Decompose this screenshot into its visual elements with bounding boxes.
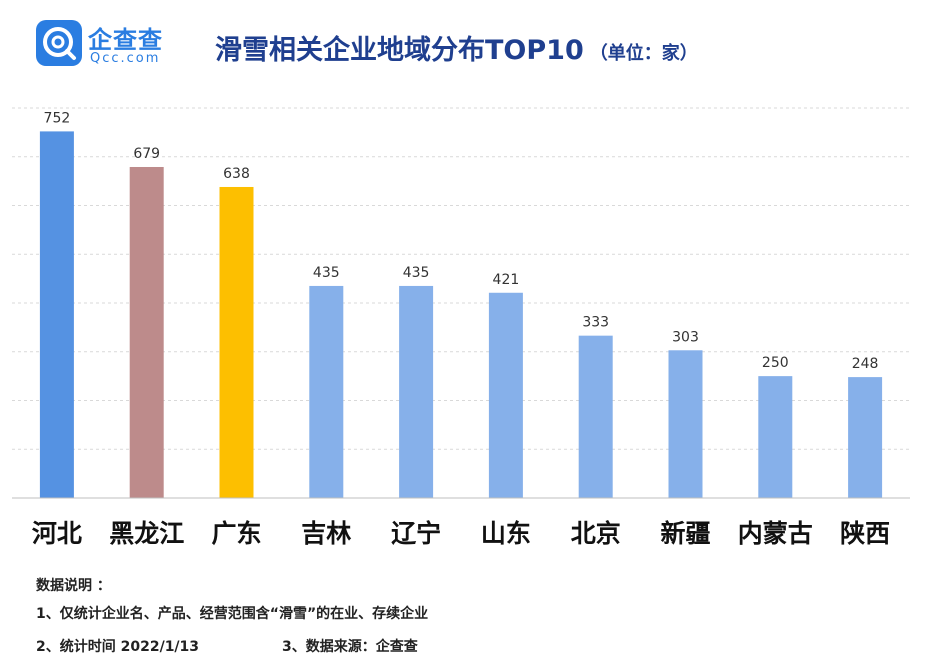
qcc-logo-icon <box>36 20 82 66</box>
bar-chart: 752 河北 679 黑龙江 638 广东 435 吉林 435 辽宁 421 山东 333 北京 303 新… <box>12 107 910 548</box>
category-label-7: 新疆 <box>660 519 710 548</box>
notes-item-3: 3、数据来源：企查查 <box>282 639 418 655</box>
category-label-9: 陕西 <box>840 519 890 548</box>
data-label-8: 250 <box>762 355 789 371</box>
data-label-7: 303 <box>672 329 699 345</box>
category-label-5: 山东 <box>481 519 531 548</box>
chart-unit: （单位：家） <box>589 43 698 64</box>
category-label-8: 内蒙古 <box>738 519 813 548</box>
bar-5 <box>488 292 523 498</box>
bar-6 <box>578 335 613 498</box>
data-label-2: 638 <box>223 166 250 182</box>
data-label-0: 752 <box>44 110 71 126</box>
bar-2 <box>219 186 254 498</box>
notes-item-1: 1、仅统计企业名、产品、经营范围含“滑雪”的在业、存续企业 <box>36 606 429 622</box>
chart-title: 滑雪相关企业地域分布TOP10 （单位：家） <box>215 28 698 67</box>
data-label-5: 421 <box>493 272 520 288</box>
bar-8 <box>758 376 793 498</box>
chart-title-text: 滑雪相关企业地域分布TOP10 <box>215 35 584 66</box>
bar-4 <box>399 285 434 498</box>
data-label-9: 248 <box>852 356 879 372</box>
bar-9 <box>848 377 883 498</box>
category-label-6: 北京 <box>571 519 621 548</box>
bar-0 <box>39 131 74 498</box>
data-label-3: 435 <box>313 265 340 281</box>
data-label-6: 333 <box>582 315 609 331</box>
category-label-3: 吉林 <box>301 519 351 548</box>
bar-3 <box>309 285 344 498</box>
category-label-4: 辽宁 <box>391 519 441 548</box>
category-label-2: 广东 <box>211 519 261 548</box>
logo-domain: Qcc.com <box>90 51 161 66</box>
category-label-1: 黑龙江 <box>109 519 184 548</box>
data-label-4: 435 <box>403 265 430 281</box>
data-label-1: 679 <box>133 146 160 162</box>
logo-name: 企查查 <box>88 26 163 54</box>
category-label-0: 河北 <box>32 519 82 548</box>
notes-heading: 数据说明 ： <box>36 578 111 594</box>
qcc-logo: 企查查 Qcc.com <box>36 18 186 70</box>
bar-1 <box>129 166 164 499</box>
notes-item-2: 2、统计时间 2022/1/13 <box>36 639 200 655</box>
bar-7 <box>668 350 703 498</box>
